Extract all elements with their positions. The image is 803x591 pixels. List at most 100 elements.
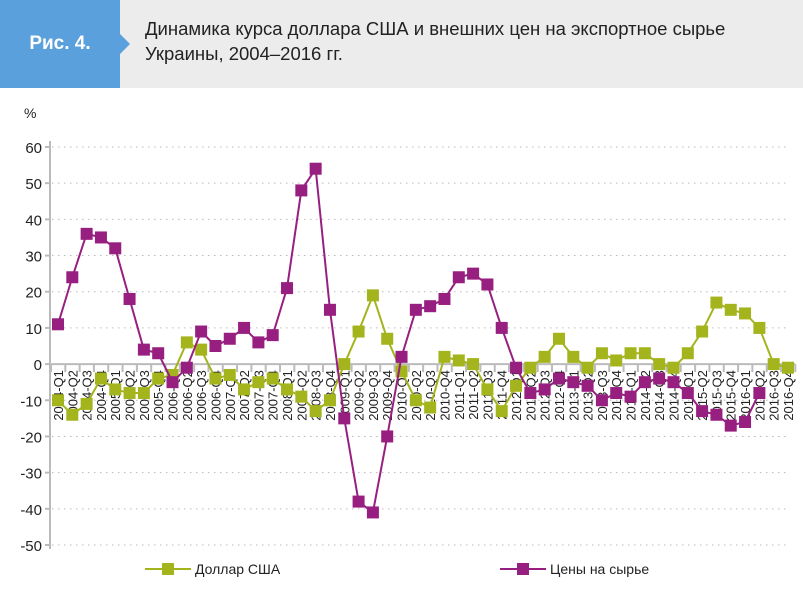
data-point bbox=[524, 361, 537, 374]
x-tick-label: 2009-Q3 bbox=[366, 370, 381, 421]
data-point bbox=[381, 332, 394, 345]
data-point bbox=[180, 361, 193, 374]
y-tick-label: -30 bbox=[20, 466, 42, 483]
x-tick-label: 2009-Q1 bbox=[337, 370, 352, 421]
x-tick-label: 2015-Q3 bbox=[709, 370, 724, 421]
data-point bbox=[624, 347, 637, 360]
data-point bbox=[381, 430, 394, 443]
data-point bbox=[595, 394, 608, 407]
data-point bbox=[710, 408, 723, 421]
data-point bbox=[581, 361, 594, 374]
data-point bbox=[123, 387, 136, 400]
data-point bbox=[223, 368, 236, 381]
data-point bbox=[266, 329, 279, 342]
data-point bbox=[109, 242, 122, 255]
x-tick-label: 2009-Q2 bbox=[352, 370, 367, 421]
data-point bbox=[223, 332, 236, 345]
figure-label: Рис. 4. bbox=[0, 0, 130, 88]
data-point bbox=[753, 387, 766, 400]
y-tick-label: -50 bbox=[20, 538, 42, 555]
data-point bbox=[409, 303, 422, 316]
data-point bbox=[366, 289, 379, 302]
series-line-1 bbox=[57, 165, 761, 515]
data-point bbox=[467, 358, 480, 371]
data-point bbox=[510, 361, 523, 374]
data-point bbox=[438, 350, 451, 363]
data-point bbox=[281, 383, 294, 396]
data-point bbox=[295, 390, 308, 403]
data-point bbox=[180, 336, 193, 349]
x-tick-label: 2016-Q4 bbox=[781, 370, 796, 421]
x-tick-label: 2016-Q3 bbox=[767, 370, 782, 421]
data-point bbox=[94, 231, 107, 244]
data-point bbox=[567, 376, 580, 389]
data-point bbox=[681, 387, 694, 400]
data-point bbox=[209, 340, 222, 352]
data-point bbox=[266, 372, 279, 385]
data-point bbox=[724, 303, 737, 316]
data-point bbox=[595, 347, 608, 360]
data-point bbox=[94, 372, 107, 385]
data-point bbox=[510, 379, 523, 392]
data-point bbox=[66, 271, 79, 284]
data-point bbox=[467, 267, 480, 280]
data-point bbox=[109, 383, 122, 396]
data-point bbox=[610, 387, 623, 400]
data-point bbox=[610, 354, 623, 367]
y-tick-label: 50 bbox=[25, 176, 42, 193]
data-point bbox=[667, 361, 680, 374]
y-tick-label: 10 bbox=[25, 321, 42, 338]
series-line-0 bbox=[57, 292, 789, 417]
data-point bbox=[281, 282, 294, 295]
legend-label: Цены на сырье bbox=[550, 561, 649, 577]
x-tick-label: 2013-Q2 bbox=[581, 370, 596, 421]
data-point bbox=[195, 343, 208, 356]
x-tick-label: 2016-Q1 bbox=[738, 370, 753, 421]
x-tick-label: 2010-Q4 bbox=[437, 370, 452, 421]
data-point bbox=[552, 332, 565, 345]
data-point bbox=[653, 372, 666, 385]
y-axis-label: % bbox=[24, 105, 36, 121]
x-tick-label: 2009-Q4 bbox=[380, 370, 395, 421]
data-point bbox=[524, 387, 537, 400]
y-tick-label: 20 bbox=[25, 285, 42, 302]
y-tick-label: 60 bbox=[25, 140, 42, 157]
data-point bbox=[123, 292, 136, 305]
data-point bbox=[495, 405, 508, 418]
x-tick-label: 2007-Q1 bbox=[223, 370, 238, 421]
data-point bbox=[567, 350, 580, 363]
data-point bbox=[739, 415, 752, 428]
x-tick-label: 2015-Q4 bbox=[724, 370, 739, 421]
data-point bbox=[252, 336, 265, 349]
data-point bbox=[538, 350, 551, 363]
y-tick-label: -40 bbox=[20, 502, 42, 519]
data-point bbox=[395, 350, 408, 363]
legend-marker bbox=[162, 563, 174, 575]
data-point bbox=[552, 372, 565, 385]
data-point bbox=[152, 347, 165, 360]
x-tick-label: 2006-Q2 bbox=[180, 370, 195, 421]
data-point bbox=[424, 300, 437, 313]
x-tick-label: 2011-Q1 bbox=[452, 370, 467, 420]
data-point bbox=[80, 397, 93, 410]
data-point bbox=[667, 376, 680, 389]
data-point bbox=[323, 394, 336, 407]
data-point bbox=[581, 379, 594, 392]
y-tick-label: 30 bbox=[25, 249, 42, 266]
data-point bbox=[352, 325, 365, 338]
data-point bbox=[352, 495, 365, 508]
y-tick-label: 0 bbox=[34, 357, 42, 374]
y-tick-label: -10 bbox=[20, 393, 42, 410]
data-point bbox=[638, 347, 651, 360]
data-point bbox=[696, 405, 709, 418]
data-point bbox=[739, 307, 752, 320]
data-point bbox=[52, 394, 64, 407]
legend-label: Доллар США bbox=[195, 561, 281, 577]
data-point bbox=[195, 325, 208, 338]
data-point bbox=[137, 343, 150, 356]
data-point bbox=[710, 296, 723, 309]
data-point bbox=[452, 354, 465, 367]
data-point bbox=[438, 292, 451, 305]
data-point bbox=[653, 358, 666, 371]
data-point bbox=[424, 401, 437, 414]
